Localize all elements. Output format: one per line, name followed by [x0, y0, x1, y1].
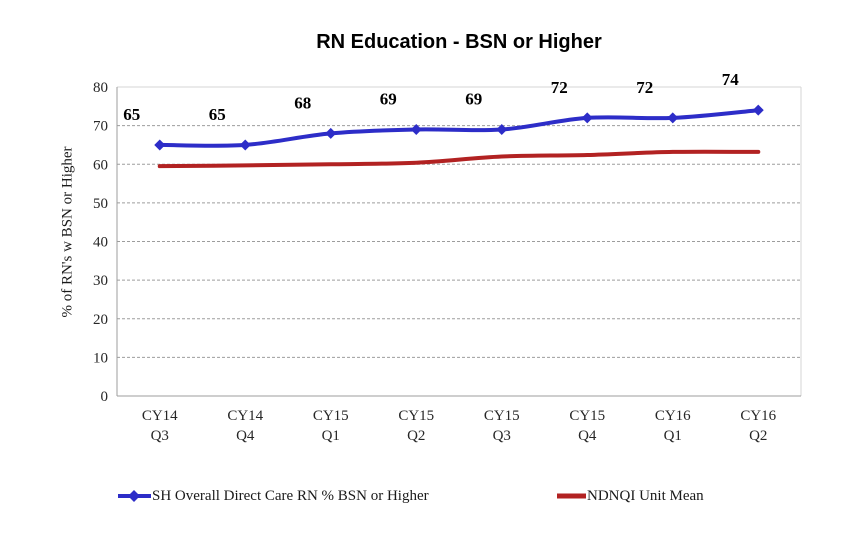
y-tick-label-30: 30	[93, 273, 108, 289]
blue-line-diamond-marker-icon	[118, 490, 151, 502]
data-label-3: 69	[380, 89, 397, 108]
data-label-7: 74	[722, 70, 740, 89]
x-tick-label-1-line1: CY14	[227, 408, 263, 424]
y-tick-label-60: 60	[93, 157, 108, 173]
y-tick-label-10: 10	[93, 350, 108, 366]
series-0-marker-4	[496, 123, 508, 135]
x-tick-label-2-line2: Q1	[322, 428, 340, 444]
x-tick-label-2-line1: CY15	[313, 408, 349, 424]
legend: SH Overall Direct Care RN % BSN or Highe…	[0, 487, 849, 507]
series-line-0	[157, 108, 761, 148]
y-tick-label-80: 80	[93, 80, 108, 96]
data-label-1: 65	[209, 105, 226, 124]
series-0-marker-5	[581, 112, 593, 124]
series-0-marker-6	[667, 112, 679, 124]
x-tick-label-5-line1: CY15	[569, 408, 605, 424]
legend-label-sh-overall: SH Overall Direct Care RN % BSN or Highe…	[152, 487, 429, 504]
x-tick-label-6-line2: Q1	[664, 428, 682, 444]
data-label-6: 72	[636, 78, 653, 97]
x-tick-label-4-line2: Q3	[493, 428, 511, 444]
data-label-0: 65	[123, 105, 140, 124]
y-tick-label-50: 50	[93, 196, 108, 212]
x-tick-label-0-line2: Q3	[151, 428, 169, 444]
red-line-marker-icon	[557, 493, 586, 499]
x-tick-label-3-line1: CY15	[398, 408, 434, 424]
series-0-marker-7	[752, 104, 764, 116]
series-0-marker-0	[154, 139, 166, 151]
series-0-marker-3	[410, 123, 422, 135]
y-tick-label-70: 70	[93, 119, 108, 135]
x-tick-label-7-line2: Q2	[749, 428, 767, 444]
x-tick-label-0-line1: CY14	[142, 408, 178, 424]
x-tick-label-4-line1: CY15	[484, 408, 520, 424]
legend-label-ndnqi: NDNQI Unit Mean	[587, 487, 704, 504]
x-tick-label-5-line2: Q4	[578, 428, 597, 444]
data-label-4: 69	[465, 89, 482, 108]
x-tick-label-1-line2: Q4	[236, 428, 255, 444]
x-tick-label-3-line2: Q2	[407, 428, 425, 444]
legend-item-sh-overall: SH Overall Direct Care RN % BSN or Highe…	[118, 487, 429, 505]
plot-area: 0 10 20 30 40 50 60 70 80 CY14 Q3 CY14 Q4 CY15 Q1 CY15 Q…	[93, 70, 802, 444]
data-label-2: 68	[294, 93, 311, 112]
series-0-marker-1	[239, 139, 251, 151]
legend-item-ndnqi: NDNQI Unit Mean	[557, 487, 704, 505]
series-0-marker-2	[325, 127, 337, 139]
series-line-1	[157, 149, 761, 169]
y-tick-label-0: 0	[101, 389, 109, 405]
data-label-5: 72	[551, 78, 568, 97]
chart-title: RN Education - BSN or Higher	[316, 31, 602, 53]
x-tick-label-6-line1: CY16	[655, 408, 691, 424]
y-tick-label-40: 40	[93, 235, 108, 251]
x-tick-label-7-line1: CY16	[740, 408, 776, 424]
y-tick-label-20: 20	[93, 312, 108, 328]
